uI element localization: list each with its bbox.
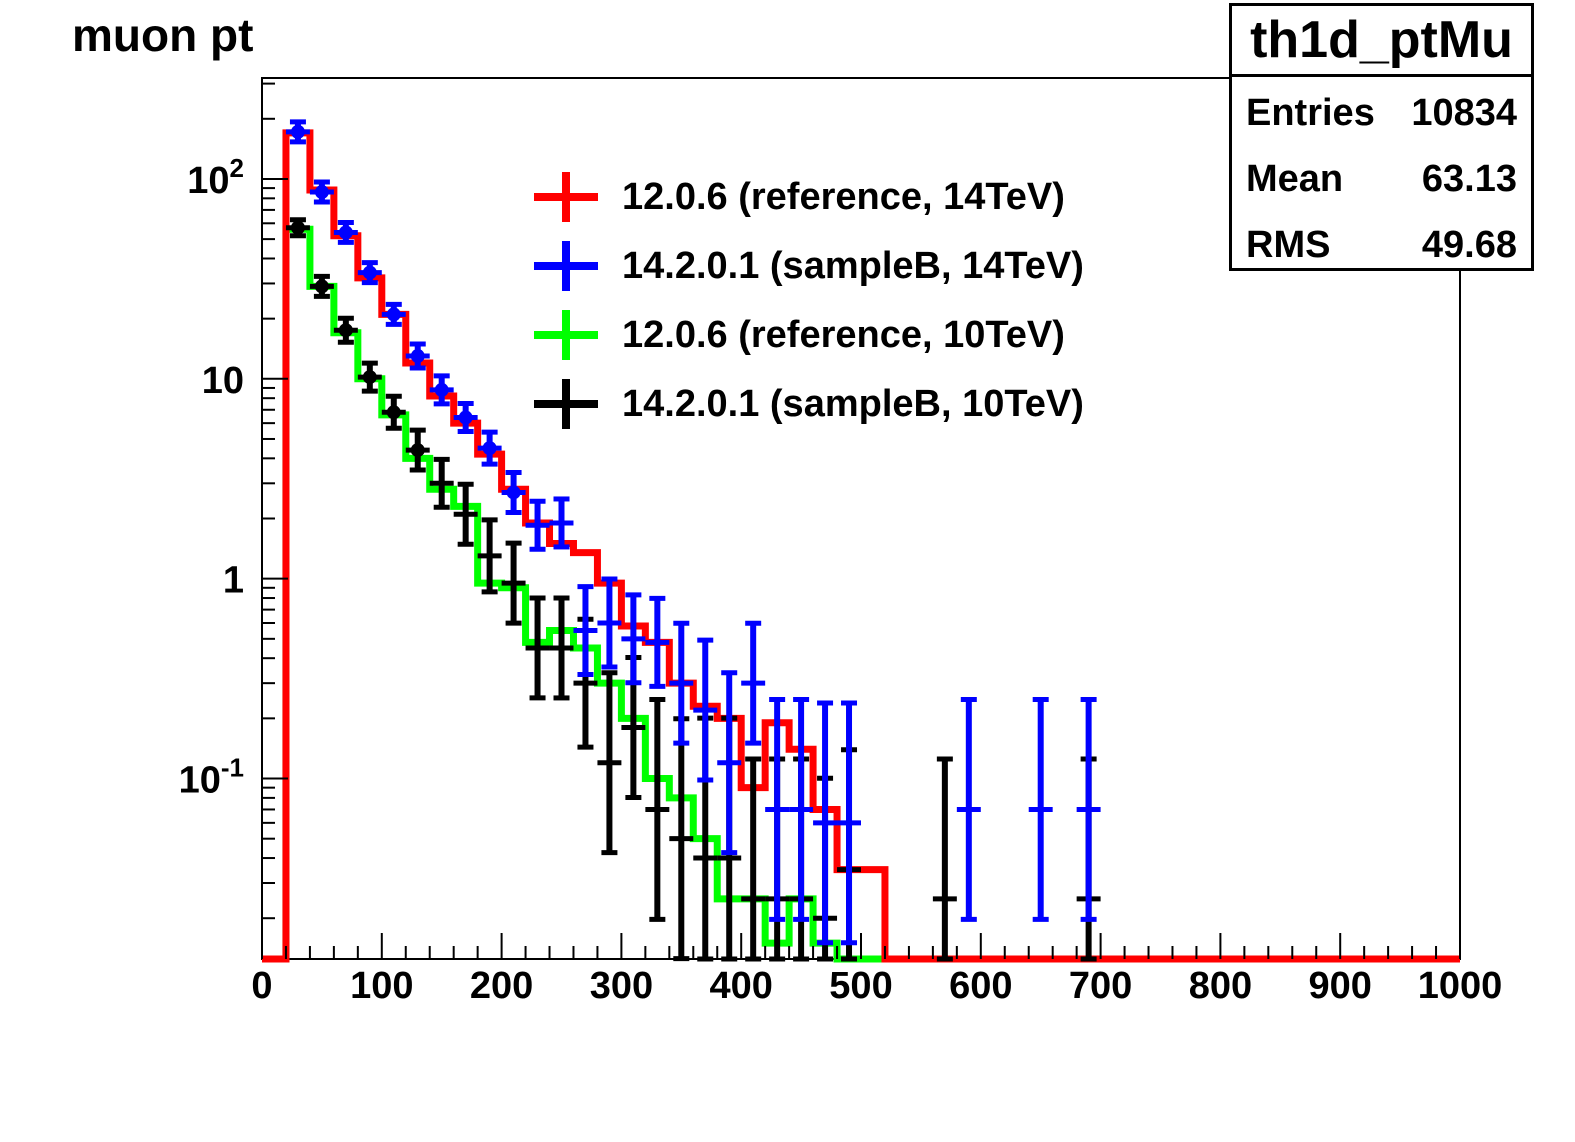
x-tick-label: 1000 [1418,965,1503,1007]
y-tick-label: 1 [223,560,244,602]
x-tick-label: 200 [470,965,533,1007]
data-point [645,697,670,922]
legend-label: 14.2.0.1 (sampleB, 10TeV) [622,383,1084,425]
data-point [813,700,838,946]
stats-label: Entries [1246,92,1375,134]
y-tick-label: 102 [187,153,244,202]
chart-title: muon pt [72,9,254,61]
data-point [357,260,382,286]
data-point [477,429,502,467]
data-point [789,697,814,922]
data-point [357,360,382,394]
x-tick-label: 100 [350,965,413,1007]
stats-label: RMS [1246,224,1331,266]
x-tick-label: 300 [590,965,653,1007]
stats-box: th1d_ptMu Entries 10834 Mean 63.13 RMS 4… [1229,3,1534,271]
data-point [765,697,790,922]
stats-row-rms: RMS 49.68 [1232,209,1531,275]
data-point [621,592,646,686]
data-point [669,716,694,962]
stats-label: Mean [1246,158,1344,200]
data-point [741,756,766,962]
data-point [741,620,766,746]
data-point [501,540,526,626]
data-point [429,456,454,510]
data-point [381,393,406,431]
legend-marker [530,304,600,364]
stats-box-title: th1d_ptMu [1232,6,1531,77]
x-tick-label: 600 [949,965,1012,1007]
stats-value: 63.13 [1421,158,1517,200]
legend-marker [530,373,600,433]
x-tick-label: 500 [829,965,892,1007]
data-point [405,427,430,473]
x-tick-label: 900 [1308,965,1371,1007]
data-point [717,670,742,856]
data-point [573,584,598,678]
data-point [381,301,406,327]
data-point [309,273,334,299]
legend-marker [530,166,600,226]
data-point [669,620,694,746]
data-point [285,119,310,145]
x-tick-label: 0 [251,965,272,1007]
y-tick-label: 10-1 [179,753,244,802]
legend-label: 12.0.6 (reference, 14TeV) [622,176,1065,218]
legend-label: 14.2.0.1 (sampleB, 14TeV) [622,245,1084,287]
data-point [837,700,861,946]
x-tick-label: 700 [1069,965,1132,1007]
y-tick-label: 10 [202,360,244,402]
data-point [477,517,502,595]
data-point [285,217,310,239]
data-point [932,756,957,962]
x-tick-label: 800 [1189,965,1252,1007]
data-point [956,697,981,922]
data-point [597,576,622,670]
data-point [429,373,454,407]
data-point [549,496,574,550]
data-point [333,315,358,345]
legend-label: 12.0.6 (reference, 10TeV) [622,314,1065,356]
data-point [333,219,358,245]
data-point [693,637,718,783]
stats-row-mean: Mean 63.13 [1232,143,1531,209]
data-point [525,498,550,552]
legend-marker [530,235,600,295]
data-point [309,179,334,205]
data-point [549,595,574,701]
data-point [501,469,526,515]
data-point [1076,697,1101,922]
stats-value: 10834 [1411,92,1517,134]
data-point [453,401,478,435]
data-point [1028,697,1053,922]
data-point [453,481,478,547]
data-point [597,670,622,856]
data-point [405,341,430,371]
x-tick-label: 400 [709,965,772,1007]
data-point [645,595,670,689]
stats-value: 49.68 [1421,224,1517,266]
data-point [525,595,550,701]
stats-row-entries: Entries 10834 [1232,77,1531,143]
